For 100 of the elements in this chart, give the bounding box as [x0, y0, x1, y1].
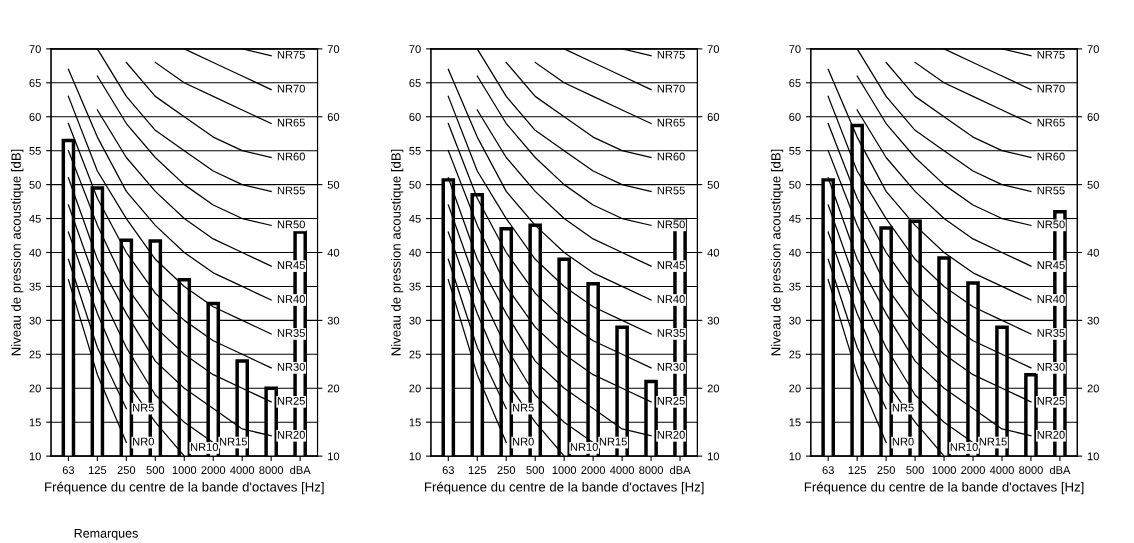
y2-tick-label: 70 [707, 45, 720, 54]
series-label: NR20 [657, 430, 685, 439]
series-label: NR15 [219, 437, 247, 446]
y2-tick-label: 10 [1087, 452, 1099, 461]
y-axis-title: Niveau de pression acoustique [dB] [11, 149, 24, 356]
y-tick-label: 35 [29, 282, 41, 291]
y-tick-label: 60 [29, 113, 41, 121]
series-label: NR35 [657, 329, 685, 337]
x-axis-title: Fréquence du centre de la bande d'octaves [Hz] [804, 481, 1084, 495]
x-tick-label: dBA [290, 465, 311, 474]
y-tick-label: 40 [29, 248, 41, 257]
series-label: NR75 [277, 50, 305, 59]
series-label: NR0 [512, 437, 534, 446]
series-label: NR10 [190, 443, 219, 451]
y-tick-label: 40 [788, 248, 801, 257]
series-label: NR65 [1037, 118, 1065, 127]
y-tick-label: 55 [789, 147, 801, 155]
x-tick-label: 4000 [989, 466, 1014, 474]
series-label: NR55 [1037, 186, 1065, 195]
series-label: NR45 [277, 261, 305, 270]
series-label: NR35 [1037, 329, 1065, 337]
y-tick-label: 10 [409, 452, 421, 461]
series-label: NR30 [1037, 363, 1065, 371]
x-tick-label: 250 [117, 466, 136, 474]
x-tick-label: 2000 [201, 466, 226, 474]
y-tick-label: 45 [409, 214, 421, 223]
y2-tick-label: 30 [707, 316, 720, 325]
x-tick-label: dBA [1049, 465, 1071, 474]
x-axis-title: Fréquence du centre de la bande d'octaves [Hz] [425, 481, 704, 495]
y-tick-label: 35 [789, 282, 801, 291]
y2-tick-label: 20 [327, 384, 340, 393]
series-label: NR65 [657, 118, 685, 127]
series-label: NR15 [979, 437, 1007, 446]
x-tick-label: 2000 [581, 466, 606, 474]
y2-tick-label: 40 [1087, 248, 1099, 257]
x-tick-label: 63 [822, 466, 834, 474]
y-tick-label: 45 [29, 214, 41, 223]
series-label: NR70 [277, 84, 305, 93]
series-label: NR40 [1037, 295, 1065, 303]
y-tick-label: 10 [789, 452, 801, 461]
y-tick-label: 50 [409, 180, 421, 189]
series-label: NR50 [277, 220, 305, 229]
series-label: NR0 [133, 437, 154, 446]
series-label: NR75 [1037, 50, 1065, 59]
x-tick-label: 125 [468, 466, 487, 474]
y2-tick-label: 60 [327, 113, 340, 121]
series-label: NR5 [133, 403, 154, 412]
x-tick-label: 250 [497, 466, 516, 474]
x-axis-title: Fréquence du centre de la bande d'octaves [Hz] [45, 481, 324, 495]
y-tick-label: 50 [789, 180, 801, 189]
x-tick-label: 1000 [932, 466, 956, 474]
y2-tick-label: 70 [1087, 45, 1099, 54]
y-tick-label: 45 [788, 214, 801, 223]
series-label: NR40 [277, 295, 305, 303]
y2-tick-label: 20 [707, 384, 720, 393]
y2-tick-label: 30 [327, 316, 340, 325]
x-tick-label: 8000 [259, 466, 284, 474]
y-tick-label: 55 [409, 147, 421, 155]
x-tick-label: 125 [848, 466, 866, 474]
x-tick-label: 1000 [172, 466, 197, 474]
series-label: NR60 [1037, 152, 1065, 161]
series-label: NR25 [657, 396, 685, 405]
y-axis-title: Niveau de pression acoustique [dB] [390, 149, 404, 356]
y-tick-label: 30 [29, 316, 41, 325]
y2-tick-label: 50 [1087, 180, 1099, 189]
series-label: NR35 [277, 329, 305, 337]
y-tick-label: 70 [29, 45, 41, 54]
series-label: NR65 [277, 118, 305, 127]
y-tick-label: 15 [409, 418, 421, 427]
y2-tick-label: 40 [707, 248, 720, 257]
y-tick-label: 25 [29, 350, 41, 359]
series-label: NR30 [277, 363, 305, 371]
y2-tick-label: 10 [707, 452, 720, 461]
series-label: NR70 [1037, 84, 1065, 93]
y2-tick-label: 50 [327, 180, 340, 189]
y-tick-label: 30 [409, 316, 421, 325]
x-tick-label: 4000 [610, 466, 635, 474]
series-label: NR75 [657, 50, 685, 59]
series-label: NR70 [657, 84, 685, 93]
series-label: NR20 [1037, 430, 1065, 439]
series-label: NR45 [1037, 261, 1065, 270]
x-tick-label: dBA [670, 465, 691, 474]
y2-tick-label: 60 [707, 113, 720, 121]
series-label: NR55 [277, 186, 305, 195]
y-axis-title: Niveau de pression acoustique [dB] [770, 149, 784, 356]
x-tick-label: 63 [62, 466, 75, 474]
y-tick-label: 15 [29, 418, 41, 427]
series-label: NR30 [657, 363, 685, 371]
y-tick-label: 55 [29, 147, 41, 155]
x-tick-label: 125 [88, 466, 107, 474]
series-label: NR20 [277, 430, 305, 439]
y2-tick-label: 30 [1087, 316, 1099, 325]
x-tick-label: 500 [146, 466, 165, 474]
series-label: NR50 [657, 220, 685, 229]
y2-tick-label: 20 [1087, 384, 1099, 393]
series-label: NR50 [1037, 220, 1065, 229]
series-label: NR55 [657, 186, 685, 195]
y-tick-label: 20 [789, 384, 801, 393]
series-label: NR5 [892, 403, 914, 412]
y2-tick-label: 50 [707, 180, 720, 189]
